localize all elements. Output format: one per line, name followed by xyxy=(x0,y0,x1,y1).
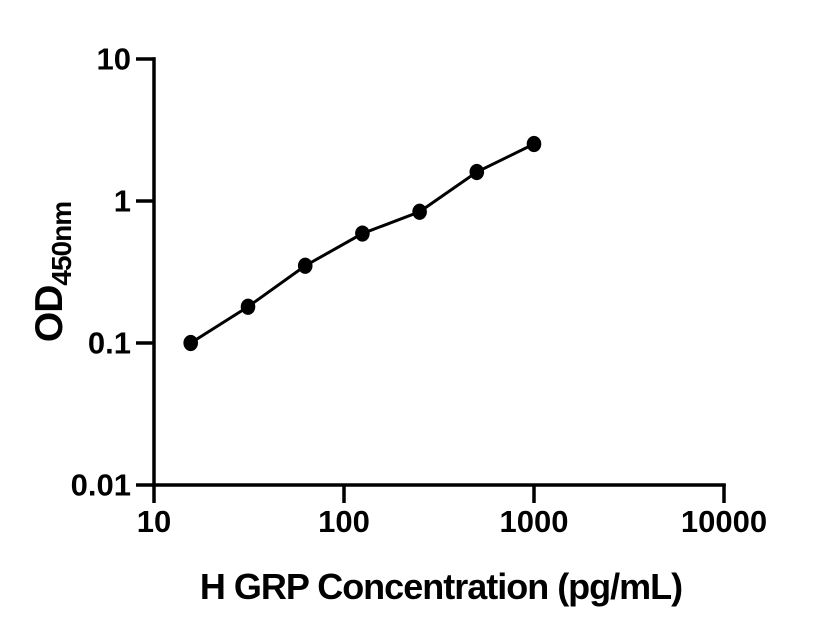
data-point-marker xyxy=(355,225,370,242)
x-axis-tick-label: 100 xyxy=(318,504,370,539)
x-axis-tick-label: 10 xyxy=(137,504,171,539)
axes-spine xyxy=(152,57,726,487)
y-axis-tick-label: 0.01 xyxy=(71,468,131,503)
data-point-marker xyxy=(412,203,427,220)
data-point-marker xyxy=(469,163,485,181)
y-axis-tick-label: 0.1 xyxy=(88,326,131,361)
y-axis-tick-label: 1 xyxy=(114,184,131,219)
y-axis-title-subscript: 450nm xyxy=(46,202,77,286)
x-axis-tick-label: 10000 xyxy=(681,504,767,539)
y-axis-tick-label: 10 xyxy=(97,42,131,77)
data-point-marker xyxy=(183,334,198,352)
y-axis-title: OD450nm xyxy=(28,202,77,342)
data-point-marker xyxy=(240,298,256,315)
data-point-marker xyxy=(526,135,542,153)
data-point-marker xyxy=(297,257,313,274)
x-axis-tick-label: 1000 xyxy=(500,504,569,539)
y-axis-title-main: OD xyxy=(28,286,71,343)
x-axis-title: H GRP Concentration (pg/mL) xyxy=(200,566,682,607)
